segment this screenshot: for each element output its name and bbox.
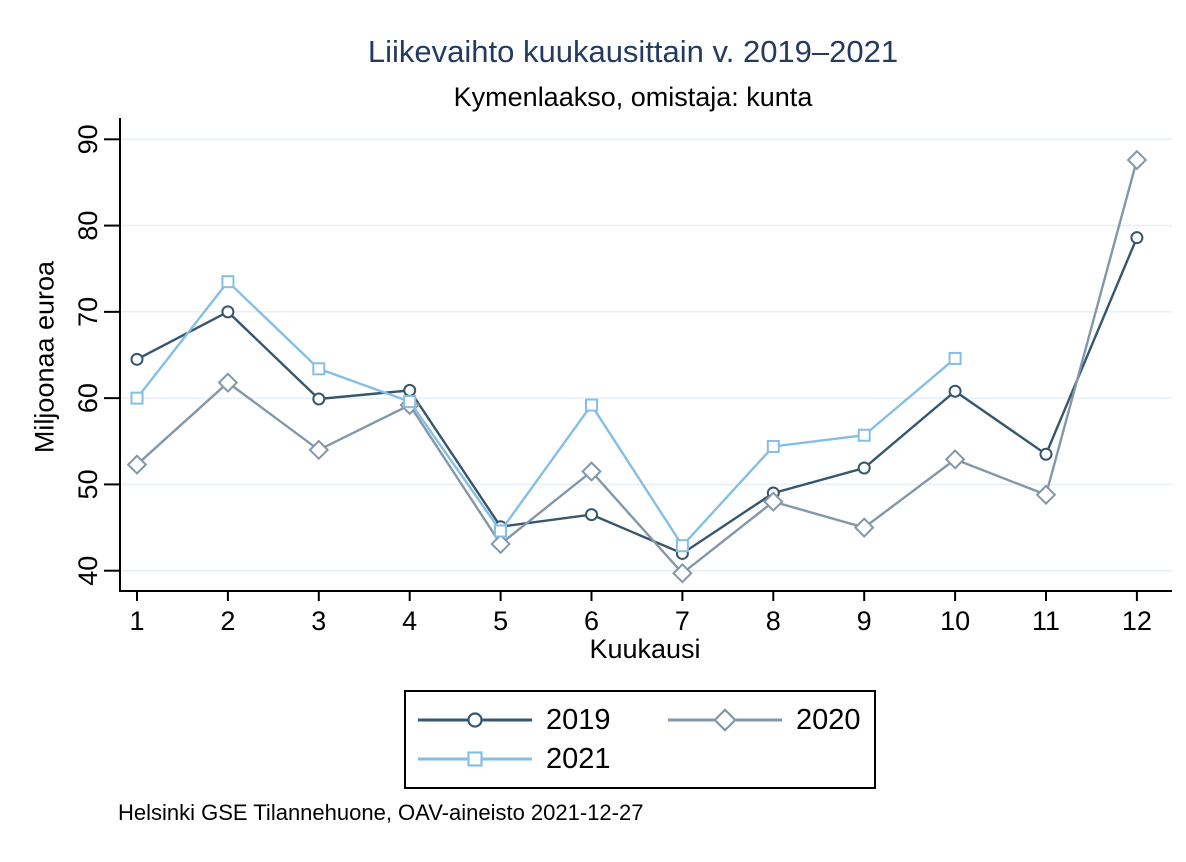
marker-square <box>221 275 235 289</box>
legend-marker-circle <box>467 712 483 728</box>
marker-circle <box>130 352 144 366</box>
marker-circle <box>221 305 235 319</box>
x-tick-label: 3 <box>311 606 326 636</box>
marker-square <box>312 362 326 376</box>
marker-square <box>585 398 598 412</box>
y-tick-label: 50 <box>73 469 103 499</box>
x-tick-label: 8 <box>766 606 781 636</box>
series-2019 <box>130 231 1144 560</box>
source-note: Helsinki GSE Tilannehuone, OAV-aineisto … <box>118 800 644 825</box>
legend-item-2020: 2020 <box>666 704 874 737</box>
y-tick-label: 80 <box>73 211 103 241</box>
series-2020 <box>126 149 1148 584</box>
legend-marker-square <box>467 751 483 767</box>
y-tick-label: 60 <box>73 383 103 413</box>
x-tick-label: 12 <box>1122 606 1152 636</box>
legend-label-2021: 2021 <box>546 742 611 775</box>
marker-square <box>494 524 508 538</box>
axes <box>119 118 1172 592</box>
x-tick-label: 11 <box>1032 606 1060 636</box>
y-tick-label: 90 <box>73 124 103 154</box>
series-line <box>136 159 1139 575</box>
marker-square <box>857 428 871 442</box>
x-tick-label: 9 <box>857 606 872 636</box>
x-axis-title: Kuukausi <box>589 634 701 664</box>
marker-circle <box>585 508 598 522</box>
marker-diamond <box>672 563 693 584</box>
chart-subtitle: Kymenlaakso, omistaja: kunta <box>453 82 813 112</box>
marker-circle <box>312 392 326 406</box>
marker-diamond <box>490 533 511 555</box>
gridlines <box>121 138 1172 572</box>
legend-item-2021: 2021 <box>416 743 666 776</box>
series-line <box>136 279 956 548</box>
marker-circle <box>857 461 871 475</box>
marker-diamond <box>853 517 875 538</box>
y-tick-label: 70 <box>73 297 103 327</box>
marker-diamond <box>944 449 966 470</box>
legend: 2019 2020 2021 <box>404 690 876 789</box>
marker-diamond <box>1126 149 1148 171</box>
marker-circle <box>1130 231 1144 245</box>
marker-diamond <box>581 461 602 482</box>
marker-square <box>948 351 962 365</box>
marker-square <box>766 439 780 453</box>
legend-label-2020: 2020 <box>796 703 861 736</box>
marker-circle <box>403 383 417 397</box>
x-tick-label: 2 <box>220 606 235 636</box>
marker-diamond <box>308 439 330 461</box>
marker-square <box>403 395 417 409</box>
y-ticks: 40 50 60 70 80 90 <box>73 124 119 586</box>
x-tick-label: 10 <box>940 606 970 636</box>
marker-diamond <box>763 491 784 512</box>
x-tick-label: 5 <box>493 606 508 636</box>
legend-marker-diamond <box>713 708 737 732</box>
marker-circle <box>1039 447 1053 461</box>
x-ticks: 1 2 3 4 5 6 7 8 9 10 11 12 <box>129 592 1152 636</box>
x-tick-label: 6 <box>584 606 599 636</box>
marker-diamond <box>126 454 148 475</box>
x-tick-label: 7 <box>675 606 690 636</box>
marker-diamond <box>217 372 239 393</box>
legend-sample-2019 <box>418 712 532 728</box>
legend-label-2019: 2019 <box>546 703 611 736</box>
legend-item-2019: 2019 <box>416 704 666 737</box>
marker-square <box>130 391 144 405</box>
y-tick-label: 40 <box>73 556 103 586</box>
marker-square <box>675 539 689 553</box>
series-2021 <box>130 275 962 553</box>
marker-circle <box>948 384 962 398</box>
series-line <box>136 237 1139 555</box>
chart-title: Liikevaihto kuukausittain v. 2019–2021 <box>367 34 899 69</box>
x-tick-label: 4 <box>402 606 417 636</box>
legend-sample-2020 <box>668 708 782 732</box>
legend-sample-2021 <box>418 751 532 767</box>
marker-diamond <box>1035 484 1057 506</box>
x-tick-label: 1 <box>129 606 144 636</box>
